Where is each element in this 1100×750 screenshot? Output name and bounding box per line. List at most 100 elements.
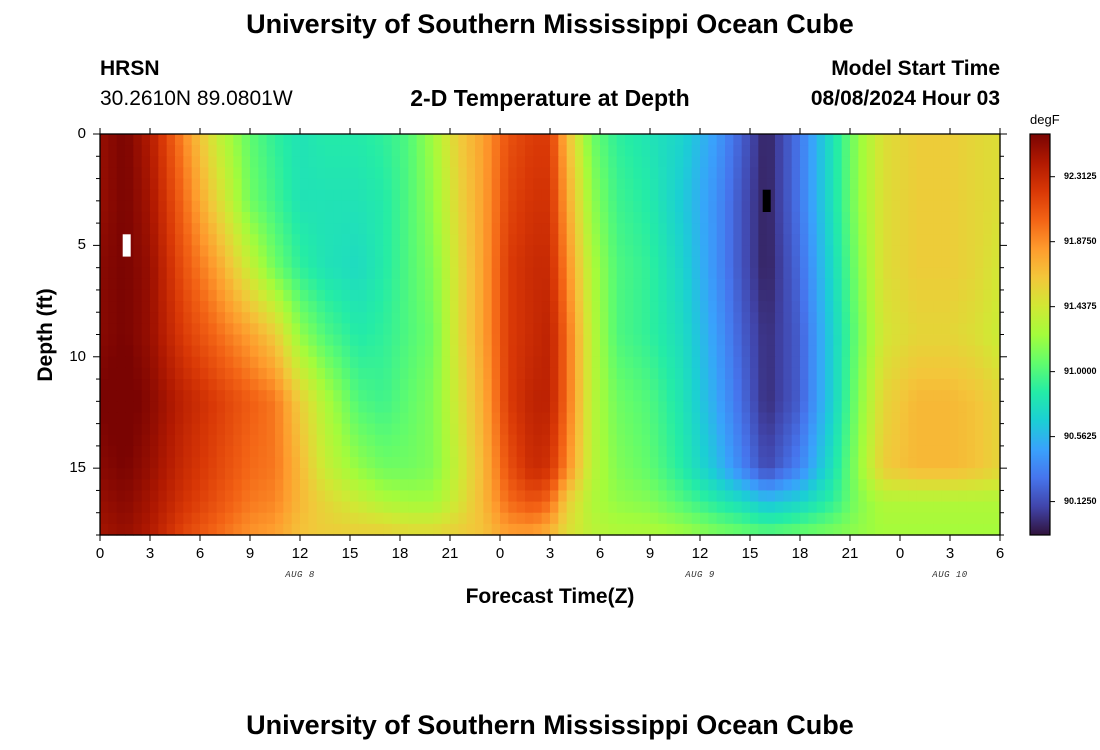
heatmap-cell [733, 256, 743, 269]
heatmap-cell [900, 312, 909, 324]
heatmap-cell [283, 200, 293, 213]
heatmap-cell [825, 189, 834, 202]
heatmap-cell [600, 367, 609, 380]
heatmap-cell [875, 390, 884, 402]
heatmap-cell [341, 178, 351, 191]
heatmap-cell [175, 200, 184, 213]
heatmap-cell [966, 267, 976, 280]
heatmap-cell [150, 223, 159, 235]
heatmap-cell [666, 289, 676, 302]
heatmap-cell [641, 278, 651, 291]
heatmap-cell [375, 189, 384, 202]
heatmap-cell [183, 479, 193, 492]
heatmap-cell [983, 200, 993, 213]
heatmap-cell [616, 445, 626, 458]
heatmap-cell [841, 256, 851, 269]
heatmap-cell [616, 211, 626, 224]
heatmap-cell [300, 445, 309, 458]
heatmap-cell [575, 200, 584, 213]
heatmap-cell [216, 323, 226, 336]
heatmap-cell [433, 245, 443, 258]
heatmap-cell [425, 490, 434, 503]
heatmap-cell [358, 256, 368, 269]
heatmap-cell [583, 312, 593, 324]
heatmap-cell [491, 490, 501, 503]
heatmap-cell [850, 379, 859, 391]
heatmap-cell [883, 345, 893, 358]
heatmap-cell [750, 445, 759, 458]
heatmap-cell [258, 256, 268, 269]
heatmap-cell [741, 200, 751, 213]
heatmap-cell [741, 423, 751, 436]
heatmap-cell [291, 278, 301, 291]
heatmap-cell [491, 256, 501, 269]
heatmap-cell [241, 256, 251, 269]
heatmap-cell [400, 501, 409, 514]
heatmap-cell [358, 434, 368, 447]
heatmap-cell [341, 211, 351, 224]
heatmap-cell [591, 234, 601, 246]
heatmap-cell [516, 167, 526, 180]
heatmap-cell [408, 211, 418, 224]
heatmap-cell [108, 223, 118, 235]
heatmap-cell [691, 501, 701, 514]
heatmap-cell [250, 523, 259, 536]
heatmap-cell [941, 223, 951, 235]
heatmap-cell [883, 457, 893, 469]
heatmap-cell [841, 301, 851, 313]
heatmap-cell [783, 145, 793, 157]
heatmap-cell [650, 457, 659, 469]
heatmap-cell [483, 501, 493, 514]
heatmap-cell [958, 234, 968, 246]
heatmap-cell [775, 323, 784, 336]
heatmap-cell [491, 412, 501, 425]
heatmap-cell [583, 523, 593, 536]
heatmap-cell [191, 356, 201, 369]
heatmap-cell [250, 468, 259, 480]
heatmap-cell [125, 490, 134, 503]
heatmap-cell [783, 200, 793, 213]
heatmap-cell [875, 223, 884, 235]
heatmap-cell [350, 390, 359, 402]
heatmap-cell [850, 434, 859, 447]
heatmap-cell [850, 490, 859, 503]
heatmap-cell [300, 223, 309, 235]
heatmap-cell [258, 412, 268, 425]
heatmap-cell [466, 256, 476, 269]
heatmap-cell [266, 178, 276, 191]
heatmap-cell [925, 412, 934, 425]
heatmap-cell [658, 490, 668, 503]
heatmap-cell [725, 367, 734, 380]
heatmap-cell [700, 178, 709, 191]
heatmap-cell [525, 401, 534, 414]
heatmap-cell [591, 468, 601, 480]
heatmap-cell [716, 468, 726, 480]
heatmap-cell [308, 501, 318, 514]
heatmap-cell [725, 156, 734, 169]
heatmap-cell [683, 256, 693, 269]
heatmap-cell [225, 490, 234, 503]
heatmap-cell [200, 457, 209, 469]
heatmap-cell [533, 323, 543, 336]
heatmap-cell [550, 189, 559, 202]
heatmap-cell [475, 134, 484, 146]
heatmap-cell [283, 211, 293, 224]
heatmap-cell [516, 367, 526, 380]
heatmap-cell [208, 390, 218, 402]
heatmap-cell [908, 301, 918, 313]
heatmap-cell [691, 445, 701, 458]
heatmap-cell [100, 423, 109, 436]
heatmap-cell [625, 334, 634, 347]
heatmap-cell [133, 512, 143, 525]
heatmap-cell [666, 234, 676, 246]
heatmap-cell [541, 423, 551, 436]
heatmap-cell [650, 523, 659, 536]
heatmap-cell [950, 334, 959, 347]
heatmap-cell [716, 445, 726, 458]
heatmap-cell [425, 200, 434, 213]
heatmap-cell [958, 189, 968, 202]
heatmap-cell [283, 267, 293, 280]
heatmap-cell [450, 345, 459, 358]
heatmap-cell [575, 345, 584, 358]
heatmap-cell [216, 234, 226, 246]
